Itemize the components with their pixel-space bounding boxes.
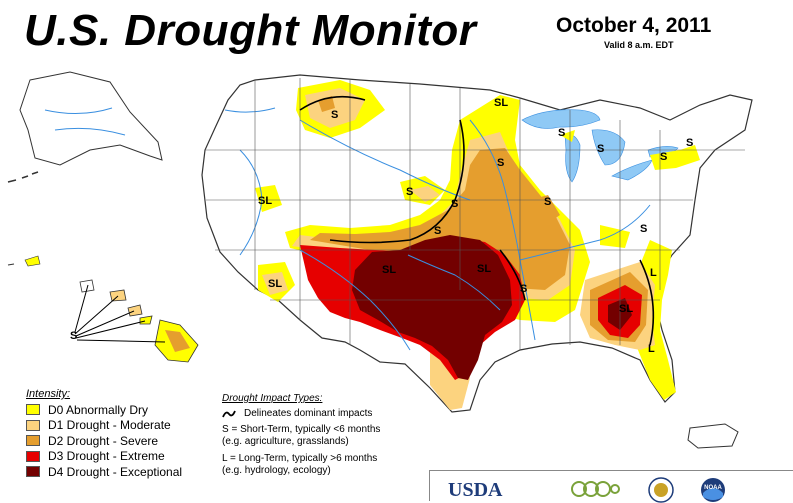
impact-line-icon	[222, 410, 236, 417]
impact-line-label: Delineates dominant impacts	[244, 408, 373, 419]
noaa-logo: NOAA	[701, 478, 725, 502]
swatch-d1	[26, 419, 40, 431]
label-s: S	[406, 186, 413, 198]
usda-logo: USDA	[448, 479, 503, 501]
lake-huron	[591, 129, 626, 166]
label-sl: SL	[494, 97, 508, 109]
label-s: S	[331, 109, 338, 121]
hawaii	[7, 255, 199, 363]
valid-time: Valid 8 a.m. EDT	[604, 40, 674, 50]
svg-text:NOAA: NOAA	[704, 485, 722, 491]
long-term-examples: (e.g. hydrology, ecology)	[222, 465, 331, 476]
impact-lines	[299, 95, 655, 346]
short-term-label: S = Short-Term, typically <6 months	[222, 424, 381, 435]
swatch-d0	[26, 404, 40, 416]
impact-line-row: Delineates dominant impacts	[222, 408, 432, 419]
label-sl: SL	[477, 263, 491, 275]
label-s: S	[451, 198, 458, 210]
label-s: S	[558, 127, 565, 139]
lake-superior	[521, 109, 601, 129]
short-term-desc: S = Short-Term, typically <6 months (e.g…	[222, 424, 432, 448]
label-l: L	[648, 343, 655, 355]
puerto-rico	[687, 423, 739, 449]
label-s: S	[434, 225, 441, 237]
label-l: L	[650, 267, 657, 279]
label-s: S	[640, 223, 647, 235]
label-s: S	[544, 196, 551, 208]
swatch-d2	[26, 435, 40, 447]
label-s: S	[597, 143, 604, 155]
legend-item-d1: D1 Drought - Moderate	[26, 418, 226, 434]
aleutians	[7, 171, 39, 183]
legend-item-d3: D3 Drought - Extreme	[26, 449, 226, 465]
long-term-label: L = Long-Term, typically >6 months	[222, 453, 378, 464]
legend-label: D4 Drought - Exceptional	[48, 464, 183, 479]
ndmc-logo	[571, 481, 620, 497]
swatch-d4	[26, 466, 40, 478]
legend-item-d2: D2 Drought - Severe	[26, 433, 226, 449]
legend-item-d0: D0 Abnormally Dry	[26, 402, 226, 418]
label-sl: SL	[258, 195, 272, 207]
agency-logos: USDA NOAA	[429, 470, 793, 503]
doc-seal-icon	[648, 477, 674, 503]
label-s: S	[520, 283, 527, 295]
legend-label: D2 Drought - Severe	[48, 433, 159, 448]
map-labels: S SL S S S S S S S S S SL SL SL SL SL S …	[70, 97, 693, 355]
alaska-outline	[19, 71, 163, 166]
long-term-desc: L = Long-Term, typically >6 months (e.g.…	[222, 453, 432, 477]
d4-areas	[352, 235, 632, 380]
alaska-river	[54, 127, 126, 136]
swatch-d3	[26, 450, 40, 462]
impact-legend: Drought Impact Types: Delineates dominan…	[222, 393, 432, 482]
alaska-river	[44, 107, 113, 115]
intensity-legend: Intensity: D0 Abnormally Dry D1 Drought …	[26, 388, 226, 480]
label-s: S	[660, 151, 667, 163]
legend-label: D3 Drought - Extreme	[48, 449, 165, 464]
label-sl: SL	[268, 278, 282, 290]
legend-label: D0 Abnormally Dry	[48, 402, 149, 417]
legend-title: Intensity:	[26, 388, 71, 400]
page-title: U.S. Drought Monitor	[24, 6, 477, 55]
label-sl: SL	[382, 264, 396, 276]
label-s: S	[70, 330, 77, 342]
label-s: S	[686, 137, 693, 149]
lake-michigan	[564, 134, 581, 183]
short-term-examples: (e.g. agriculture, grasslands)	[222, 436, 349, 447]
map-date: October 4, 2011	[556, 14, 712, 37]
impact-title: Drought Impact Types:	[222, 393, 323, 404]
label-s: S	[497, 157, 504, 169]
legend-item-d4: D4 Drought - Exceptional	[26, 464, 226, 480]
label-sl: SL	[619, 303, 633, 315]
legend-label: D1 Drought - Moderate	[48, 418, 171, 433]
